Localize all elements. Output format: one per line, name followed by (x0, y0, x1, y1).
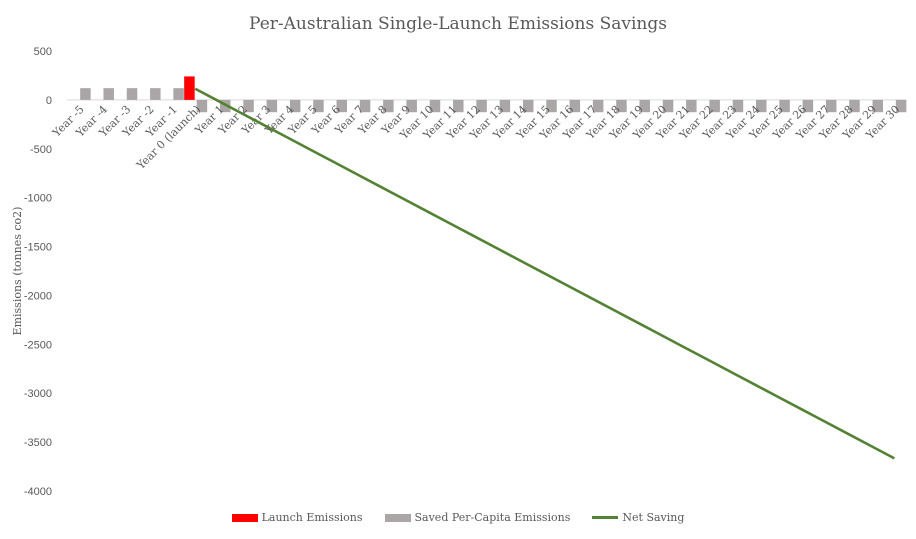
bar-saved-emissions (103, 88, 114, 100)
chart-title: Per-Australian Single-Launch Emissions S… (249, 14, 667, 34)
y-tick-label: -1000 (24, 193, 52, 205)
bar-saved-emissions (662, 99, 674, 113)
bar-saved-emissions (592, 99, 604, 113)
legend-label-launch: Launch Emissions (261, 511, 363, 524)
bar-saved-emissions (546, 99, 557, 113)
bar-saved-emissions (616, 99, 627, 113)
bar-saved-emissions (872, 99, 884, 113)
bar-saved-emissions (825, 99, 837, 113)
bar-saved-emissions (383, 99, 394, 113)
legend-label-saved: Saved Per-Capita Emissions (414, 511, 571, 524)
bar-saved-emissions (173, 88, 184, 100)
bar-saved-emissions (266, 99, 278, 113)
y-tick-label: -4000 (24, 486, 52, 498)
y-tick-label: -2500 (24, 339, 52, 351)
bar-saved-emissions (336, 99, 348, 113)
bar-saved-emissions (569, 99, 581, 113)
bar-saved-emissions (499, 99, 511, 113)
bar-saved-emissions (756, 99, 767, 113)
bar-saved-emissions (849, 99, 860, 113)
y-tick-label: 500 (34, 46, 52, 58)
bar-saved-emissions (639, 99, 650, 113)
bar-saved-emissions (359, 99, 371, 113)
legend: Launch Emissions Saved Per-Capita Emissi… (0, 511, 916, 524)
bar-saved-emissions (126, 88, 138, 100)
legend-item-saved: Saved Per-Capita Emissions (384, 511, 571, 524)
legend-item-launch: Launch Emissions (231, 511, 363, 524)
y-axis-label: Emissions (tonnes co2) (11, 207, 24, 336)
line-net-saving (194, 87, 895, 460)
bar-saved-emissions (709, 99, 720, 113)
y-tick-label: -2000 (24, 290, 52, 302)
bar-saved-emissions (289, 99, 301, 113)
bar-saved-emissions (429, 99, 441, 113)
y-tick-label: 0 (46, 95, 52, 107)
bar-saved-emissions (196, 99, 208, 113)
y-tick-label: -500 (30, 144, 52, 156)
bar-saved-emissions (476, 99, 487, 113)
legend-swatch-launch (231, 513, 258, 522)
bar-saved-emissions (686, 99, 697, 113)
bar-saved-emissions (453, 99, 464, 113)
bar-saved-emissions (243, 99, 254, 113)
legend-swatch-saved (384, 513, 411, 522)
bar-saved-emissions (779, 99, 790, 113)
bar-saved-emissions (732, 99, 744, 113)
bar-saved-emissions (522, 99, 534, 113)
y-tick-label: -3000 (24, 388, 52, 400)
bar-launch-emissions (184, 76, 195, 100)
bar-saved-emissions (895, 99, 907, 113)
legend-swatch-net (592, 516, 619, 519)
bar-saved-emissions (802, 99, 814, 113)
bar-saved-emissions (80, 88, 91, 100)
bar-saved-emissions (313, 99, 324, 113)
y-tick-label: -1500 (24, 242, 52, 254)
y-tick-label: -3500 (24, 437, 52, 449)
bar-saved-emissions (406, 99, 417, 113)
legend-item-net: Net Saving (592, 511, 684, 524)
bar-saved-emissions (150, 88, 161, 100)
legend-label-net: Net Saving (622, 511, 685, 524)
